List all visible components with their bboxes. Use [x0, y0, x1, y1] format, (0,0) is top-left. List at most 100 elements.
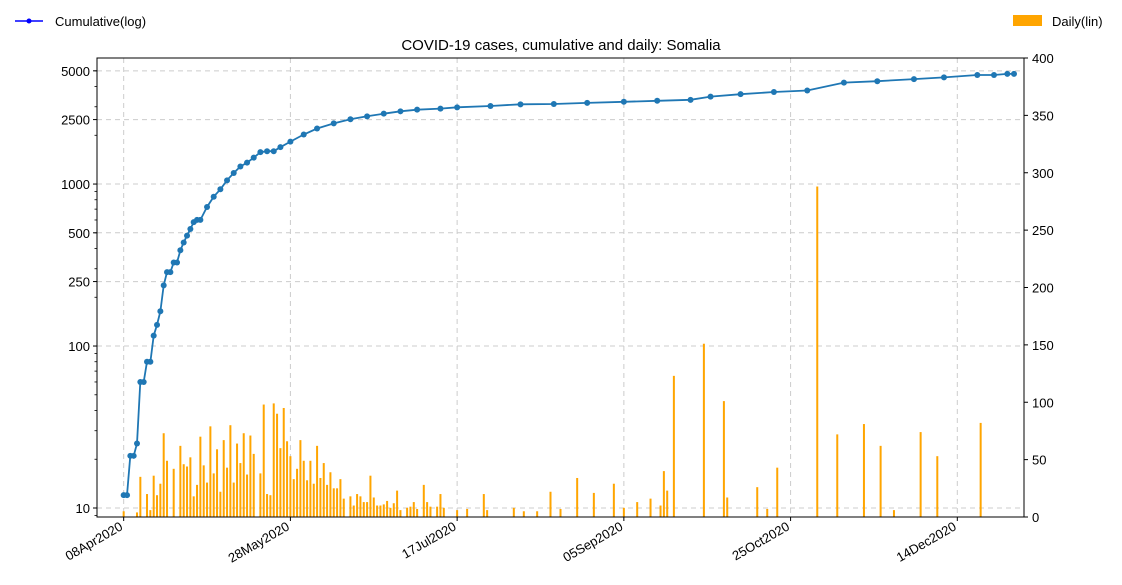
daily-bar [146, 494, 149, 517]
daily-bar [292, 479, 295, 517]
daily-bar [342, 498, 345, 517]
daily-bar [162, 433, 165, 517]
cumulative-point [770, 89, 777, 96]
daily-bar [816, 186, 819, 517]
cumulative-point [237, 163, 244, 170]
daily-bar [376, 505, 379, 517]
y-left-tick-label: 100 [68, 339, 90, 354]
daily-bar [592, 492, 595, 517]
daily-bar [246, 474, 249, 517]
cumulative-point [257, 149, 264, 156]
daily-bar [149, 510, 152, 517]
cumulative-point [147, 358, 154, 365]
cumulative-point [150, 332, 157, 339]
daily-bar [362, 502, 365, 517]
cumulative-point [184, 232, 191, 239]
daily-bar [359, 496, 362, 517]
daily-bar [612, 483, 615, 517]
daily-bar [389, 507, 392, 517]
cumulative-point [210, 193, 217, 200]
y-left-axis: 10 100 250 500 1000 2500 5000 [61, 64, 97, 516]
daily-bar [559, 508, 562, 517]
cumulative-point [1004, 70, 1011, 77]
cumulative-point [397, 108, 404, 115]
daily-bar [326, 484, 329, 517]
y-right-tick-label: 150 [1032, 338, 1054, 353]
daily-bar [406, 507, 409, 517]
cumulative-point [347, 116, 354, 123]
chart-title: COVID-19 cases, cumulative and daily: So… [401, 37, 721, 54]
cumulative-point [160, 282, 167, 289]
daily-bar [936, 456, 939, 517]
y-right-tick-label: 200 [1032, 281, 1054, 296]
daily-bar [409, 506, 412, 517]
daily-bar [339, 479, 342, 517]
daily-bar [266, 494, 269, 517]
cumulative-point [287, 138, 294, 145]
daily-bar [296, 468, 299, 517]
y-right-tick-label: 100 [1032, 395, 1054, 410]
daily-bar [172, 468, 175, 517]
cumulative-point [840, 79, 847, 86]
cumulative-point [180, 239, 187, 246]
y-right-tick-label: 350 [1032, 108, 1054, 123]
cumulative-point [134, 440, 141, 447]
cumulative-point [264, 148, 271, 155]
cumulative-point [654, 97, 661, 104]
cumulative-point [140, 378, 147, 385]
y-left-tick-label: 1000 [61, 177, 90, 192]
daily-bar [309, 460, 312, 517]
daily-bar [649, 498, 652, 517]
cumulative-point [737, 91, 744, 98]
y-left-tick-label: 5000 [61, 64, 90, 79]
cumulative-point [707, 93, 714, 100]
legend-daily-swatch [1013, 15, 1042, 26]
daily-bar [276, 413, 279, 517]
daily-bar [332, 488, 335, 517]
legend-cumulative-label: Cumulative(log) [55, 14, 146, 29]
daily-bar [379, 505, 382, 517]
y-right-tick-label: 250 [1032, 223, 1054, 238]
daily-bar [306, 480, 309, 517]
cumulative-point [687, 96, 694, 103]
daily-bar [666, 490, 669, 517]
cumulative-point [380, 110, 387, 117]
daily-bar [229, 425, 232, 517]
daily-bar [879, 445, 882, 517]
y-right-axis: 0 50 100 150 200 250 300 350 400 [1024, 51, 1054, 525]
daily-bar [122, 511, 125, 517]
daily-bar [756, 487, 759, 517]
cumulative-point [414, 106, 421, 113]
daily-bar [212, 473, 215, 517]
cumulative-point [940, 74, 947, 81]
cumulative-point [277, 144, 284, 151]
y-left-tick-label: 2500 [61, 113, 90, 128]
legend-cumulative-marker [26, 18, 32, 24]
cumulative-point [620, 98, 627, 105]
daily-bar [152, 475, 155, 517]
daily-bar [522, 511, 525, 517]
daily-bar [192, 496, 195, 517]
daily-bar [316, 445, 319, 517]
cumulative-point [270, 148, 277, 155]
daily-bar [486, 510, 489, 517]
cumulative-point [364, 113, 371, 120]
cumulative-point [130, 452, 137, 459]
daily-bar [862, 424, 865, 517]
daily-bar [209, 426, 212, 517]
legend-daily-label: Daily(lin) [1052, 14, 1103, 29]
daily-bar [979, 422, 982, 517]
cumulative-point [187, 225, 194, 232]
daily-bar [512, 507, 515, 517]
daily-bar [352, 505, 355, 517]
daily-bar [232, 482, 235, 517]
daily-bar [319, 477, 322, 517]
daily-bar [186, 466, 189, 517]
daily-bar [726, 497, 729, 517]
daily-bar [429, 506, 432, 517]
cumulative-point [1010, 70, 1017, 77]
cumulative-point [974, 71, 981, 78]
daily-bar [272, 403, 275, 517]
daily-bar [202, 465, 205, 517]
